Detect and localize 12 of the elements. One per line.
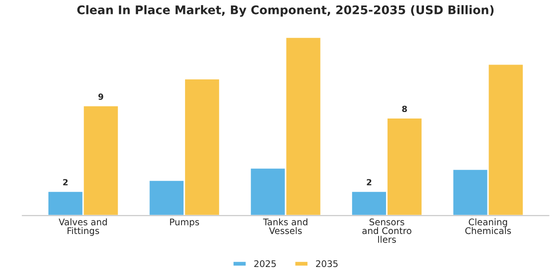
- chart-title: Clean In Place Market, By Component, 2025-2035 (USD Billion): [77, 5, 494, 17]
- data-label: 8: [402, 106, 407, 112]
- x-tick-label: Cleaning Chemicals: [465, 218, 511, 234]
- data-label: 9: [98, 94, 104, 100]
- legend-label: 2025: [254, 260, 276, 268]
- data-label: 2: [63, 179, 68, 186]
- x-tick-label: Sensors and Contro llers: [362, 218, 412, 243]
- data-label: 2: [366, 179, 372, 186]
- x-tick-label: Tanks and Vessels: [263, 218, 308, 234]
- x-tick-label: Valves and Fittings: [58, 218, 107, 236]
- x-tick-label: Pumps: [170, 218, 200, 228]
- legend-label: 2035: [316, 260, 338, 268]
